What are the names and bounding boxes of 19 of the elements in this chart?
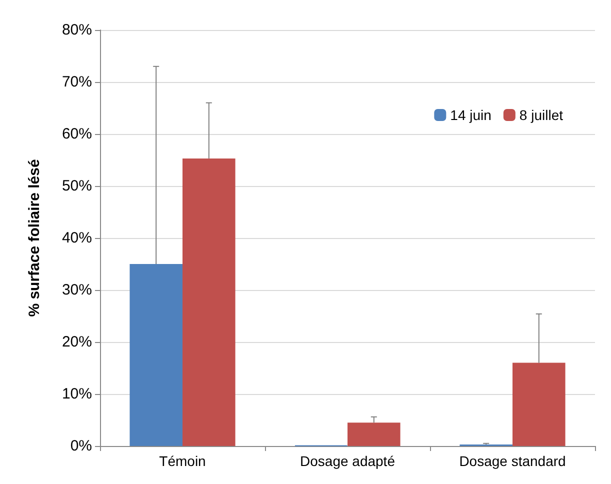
x-tick-label: Témoin [159,453,206,469]
y-tick-label: 70% [62,74,92,90]
y-tick-label: 80% [62,22,92,38]
y-tick-label: 50% [62,178,92,194]
bar [512,362,566,446]
bar [348,422,400,446]
y-tick-label: 20% [62,334,92,350]
y-tick-label: 10% [62,386,92,402]
y-axis-title: % surface foliaire lésé [26,159,43,317]
y-tick-label: 0% [70,438,92,454]
legend-label: 14 juin [450,107,492,123]
bar [130,264,182,446]
y-tick-label: 60% [62,126,92,142]
legend-label: 8 juillet [519,107,564,123]
y-tick-label: 30% [62,282,92,298]
bar [182,158,236,446]
y-tick-label: 40% [62,230,92,246]
x-tick-label: Dosage standard [459,453,566,469]
x-tick-label: Dosage adapté [300,453,396,469]
